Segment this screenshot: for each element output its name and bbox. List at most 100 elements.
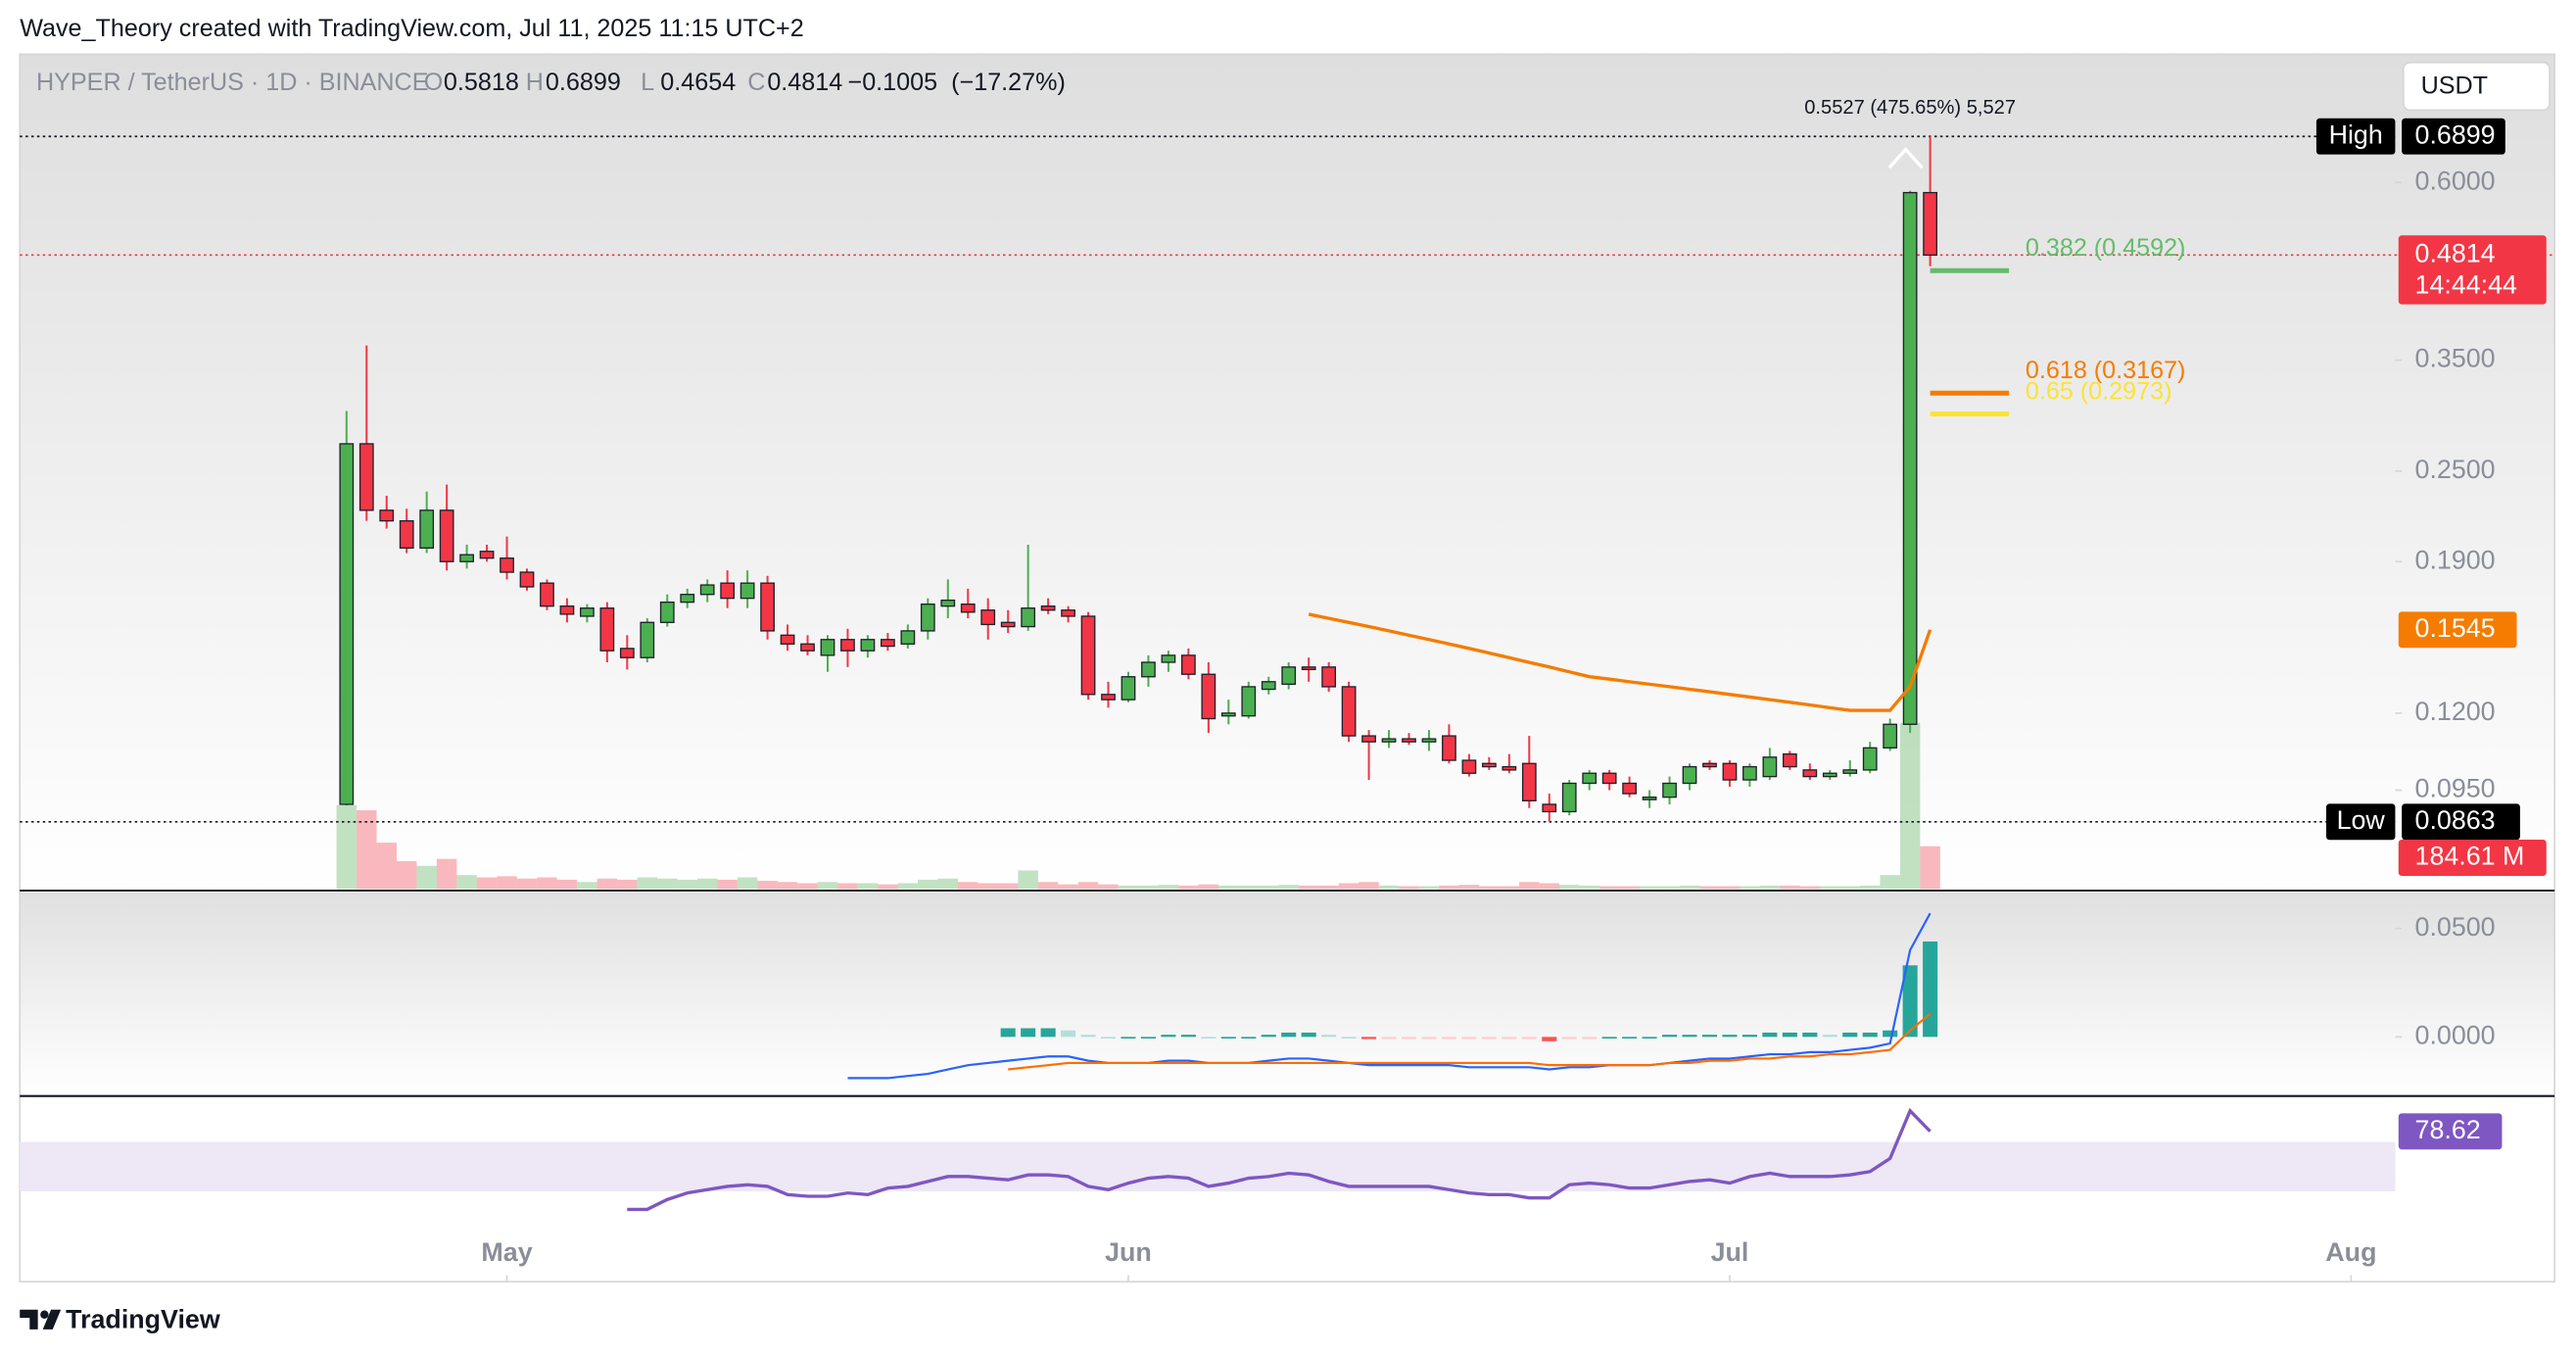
volume-bar [376, 843, 397, 890]
macd-histogram-bar [1923, 941, 1938, 1038]
candle-body [1301, 666, 1316, 671]
volume-bar [556, 879, 578, 890]
candle-body [820, 639, 835, 656]
candle-body [580, 607, 595, 617]
volume-bar [537, 877, 557, 890]
candle-body [1561, 782, 1577, 813]
frame [19, 53, 2555, 1283]
volume-bar [1579, 885, 1599, 890]
candle-body [379, 509, 395, 522]
ohlc-letter: O [424, 69, 444, 96]
volume-bar [1519, 882, 1540, 890]
candle-body [1642, 796, 1657, 800]
high-text: High [2329, 120, 2383, 149]
volume-bar [1318, 885, 1339, 890]
macd-histogram-bar [1802, 1032, 1818, 1038]
volume-bar [497, 876, 517, 890]
candle-body [1542, 803, 1557, 813]
volume-bar [1138, 885, 1159, 890]
volume-bar [717, 879, 738, 890]
candle-body [1381, 738, 1397, 743]
ohlc-value: 0.4814 [767, 69, 842, 96]
volume-bar [1839, 886, 1860, 890]
y-tick-label: 0.2500 [2415, 455, 2496, 484]
candle-body [1682, 765, 1697, 785]
macd-histogram-bar [1521, 1037, 1537, 1040]
volume-bar [878, 884, 898, 890]
candle-body [780, 634, 795, 645]
change: −0.1005 [848, 69, 938, 96]
ma-value: 0.1545 [2415, 613, 2496, 643]
macd-histogram-bar [1021, 1028, 1036, 1038]
candle-body [1461, 759, 1477, 774]
currency-button[interactable] [2402, 61, 2551, 112]
candle-body [1481, 762, 1497, 768]
symbol-title: HYPER / TetherUS · 1D · BINANCE [36, 69, 429, 96]
candle-body [1842, 769, 1858, 774]
macd-histogram-bar [1361, 1037, 1377, 1040]
volume-bar [997, 883, 1019, 890]
currency[interactable]: USDT [2421, 73, 2488, 100]
y-tick-label: 0.0950 [2415, 774, 2496, 803]
candle-body [1521, 762, 1537, 801]
candle-body [358, 443, 374, 511]
candle-body [860, 639, 876, 652]
volume-bar [416, 865, 437, 890]
macd-histogram-bar [1481, 1037, 1497, 1040]
volume-bar [516, 878, 538, 890]
candle-body [1080, 615, 1096, 696]
countdown: 14:44:44 [2415, 269, 2518, 299]
x-tick-label: Jul [1711, 1237, 1749, 1267]
macd-histogram-bar [1161, 1035, 1176, 1038]
candle-body [1000, 621, 1016, 628]
volume-bar [1759, 885, 1781, 890]
candle-body [1241, 686, 1257, 717]
volume-bar [1679, 885, 1700, 890]
volume-tag [2398, 840, 2547, 876]
rsi-tag [2398, 1113, 2503, 1150]
volume-bar [1899, 722, 1921, 890]
candle-body [1502, 765, 1517, 771]
brand-logo [20, 1309, 62, 1330]
candle-body [459, 554, 474, 562]
ohlc-value: 0.6899 [546, 69, 621, 96]
volume-bar [1098, 884, 1119, 890]
macd-histogram-bar [1741, 1035, 1757, 1038]
volume-bar [476, 877, 498, 890]
candle-body [659, 601, 675, 623]
candle-body [1402, 738, 1416, 743]
change-percent: (−17.27%) [951, 69, 1066, 96]
y-tick-label: 0.0500 [2415, 912, 2496, 942]
macd-histogram-bar [1180, 1035, 1196, 1038]
candle-body [1201, 673, 1216, 720]
volume-bar [1719, 886, 1741, 890]
ohlc-value: 0.5818 [444, 69, 519, 96]
candle-body [1321, 666, 1337, 688]
volume-bar [737, 877, 758, 890]
y-tick-label: 0.3500 [2415, 344, 2496, 373]
candle-body [920, 603, 935, 632]
candle-body [640, 621, 655, 658]
volume-bar [1820, 886, 1840, 890]
volume-bar [1118, 885, 1139, 890]
attribution: Wave_Theory created with TradingView.com… [20, 15, 804, 42]
macd-histogram-bar [1000, 1028, 1016, 1038]
macd-histogram-bar [1461, 1037, 1477, 1040]
macd-histogram-bar [1421, 1037, 1437, 1040]
candle-body [1281, 666, 1297, 686]
macd-histogram-bar [1080, 1035, 1096, 1038]
candle-body [439, 509, 454, 562]
macd-histogram-bar [1201, 1037, 1216, 1040]
macd-histogram-bar [1701, 1035, 1718, 1038]
fib-label: 0.65 (0.2973) [2026, 377, 2172, 405]
fib-label: 0.618 (0.3167) [2026, 357, 2186, 384]
macd-histogram-bar [1561, 1037, 1577, 1040]
last-price: 0.4814 [2415, 238, 2496, 267]
volume-bar [1439, 885, 1459, 890]
volume-bar [1198, 884, 1219, 890]
candle-body [1582, 772, 1598, 785]
volume-bar [1338, 883, 1360, 890]
high-value: 0.6899 [2415, 120, 2496, 149]
volume-bar [1278, 885, 1299, 890]
volume-bar [757, 881, 778, 890]
